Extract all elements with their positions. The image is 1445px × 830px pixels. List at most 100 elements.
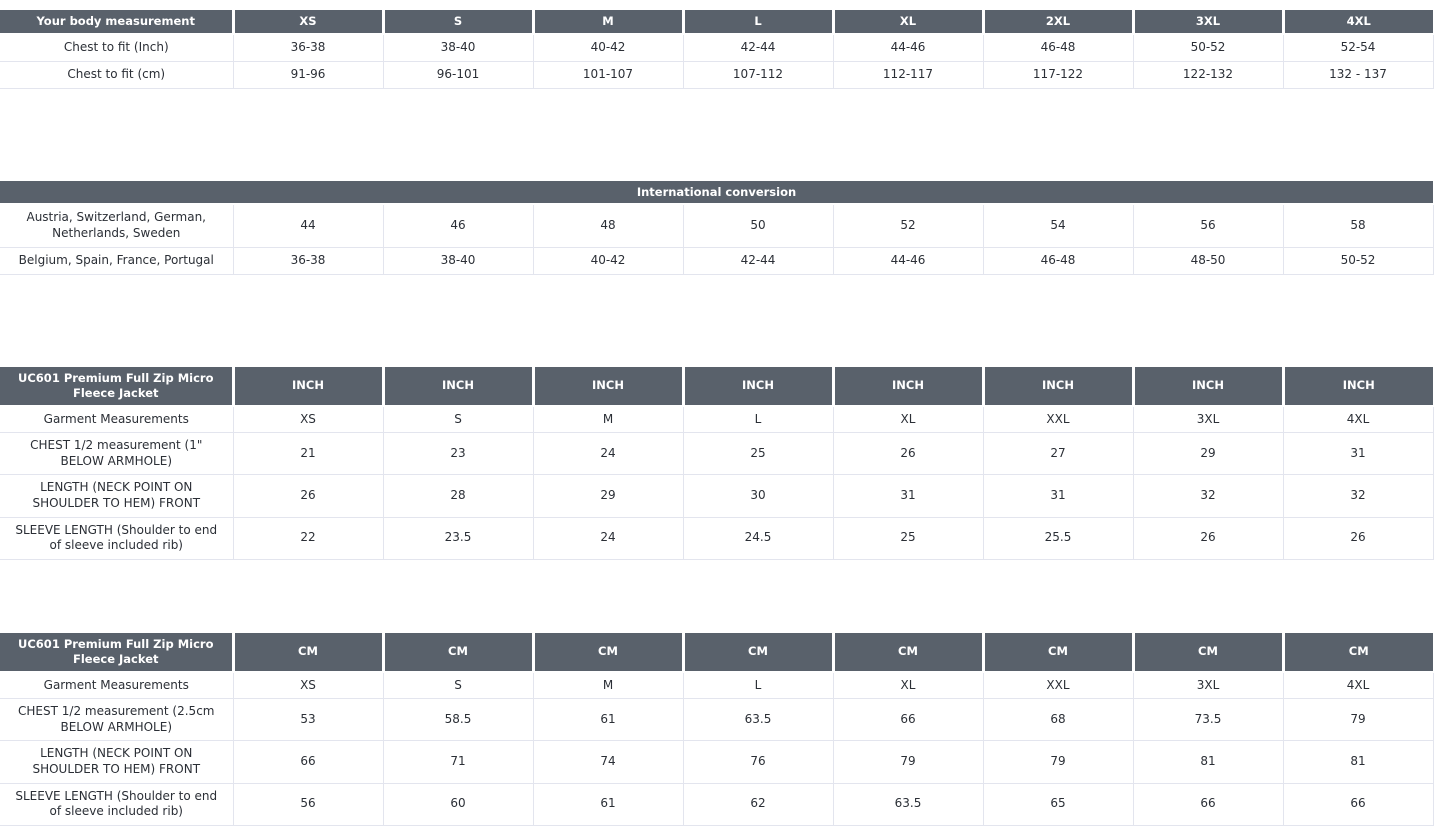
data-cell: 32 — [1282, 474, 1434, 518]
data-cell: 3XL — [1132, 671, 1284, 700]
data-cell: 58 — [1282, 203, 1434, 248]
data-cell: 24 — [532, 432, 684, 476]
column-header: 3XL — [1131, 10, 1283, 35]
table-header-row: International conversion — [0, 180, 1434, 206]
data-cell: 112-117 — [832, 60, 984, 89]
data-cell: 56 — [232, 782, 384, 826]
data-cell: 63.5 — [682, 698, 834, 742]
table-row: Garment Measurements XS S M L XL XXL 3XL 4XL — [0, 671, 1434, 700]
data-cell: 63.5 — [832, 782, 984, 826]
table-header-row: UC601 Premium Full Zip Micro Fleece Jack… — [0, 632, 1433, 673]
data-cell: 44-46 — [832, 246, 984, 275]
row-label: CHEST 1/2 measurement (2.5cm BELOW ARMHO… — [0, 698, 234, 742]
data-cell: 36-38 — [232, 33, 384, 62]
data-cell: 38-40 — [382, 246, 534, 275]
data-cell: M — [532, 405, 684, 434]
column-header: XS — [231, 10, 383, 35]
column-header: L — [681, 10, 833, 35]
data-cell: 76 — [682, 740, 834, 784]
row-label: Austria, Switzerland, German, Netherland… — [0, 203, 234, 248]
row-label: Chest to fit (cm) — [0, 60, 234, 89]
data-cell: 66 — [232, 740, 384, 784]
data-cell: XS — [232, 405, 384, 434]
data-cell: L — [682, 671, 834, 700]
column-header: INCH — [381, 366, 533, 407]
row-label: CHEST 1/2 measurement (1" BELOW ARMHOLE) — [0, 432, 234, 476]
data-cell: 52-54 — [1282, 33, 1434, 62]
column-header: CM — [531, 632, 683, 673]
data-cell: 46-48 — [982, 246, 1134, 275]
table-row: Chest to fit (Inch) 36-38 38-40 40-42 42-44 4… — [0, 33, 1434, 62]
row-label: LENGTH (NECK POINT ON SHOULDER TO HEM) F… — [0, 474, 234, 518]
data-cell: 25 — [832, 516, 984, 560]
table-title: Your body measurement — [0, 10, 233, 35]
data-cell: 21 — [232, 432, 384, 476]
data-cell: 42-44 — [682, 33, 834, 62]
data-cell: 58.5 — [382, 698, 534, 742]
data-cell: 66 — [832, 698, 984, 742]
data-cell: 61 — [532, 698, 684, 742]
table-row: Austria, Switzerland, German, Netherland… — [0, 203, 1434, 248]
data-cell: 3XL — [1132, 405, 1284, 434]
data-cell: XXL — [982, 671, 1134, 700]
row-label: Chest to fit (Inch) — [0, 33, 234, 62]
column-header: CM — [831, 632, 983, 673]
data-cell: 79 — [1282, 698, 1434, 742]
table-title: International conversion — [0, 180, 1434, 206]
data-cell: 42-44 — [682, 246, 834, 275]
data-cell: 60 — [382, 782, 534, 826]
table-row: Garment Measurements XS S M L XL XXL 3XL 4XL — [0, 405, 1434, 434]
row-label: SLEEVE LENGTH (Shoulder to end of sleeve… — [0, 516, 234, 560]
data-cell: 122-132 — [1132, 60, 1284, 89]
data-cell: 36-38 — [232, 246, 384, 275]
data-cell: XL — [832, 671, 984, 700]
row-label: SLEEVE LENGTH (Shoulder to end of sleeve… — [0, 782, 234, 826]
data-cell: 31 — [832, 474, 984, 518]
data-cell: 26 — [832, 432, 984, 476]
garment-measurements-cm-table: UC601 Premium Full Zip Micro Fleece Jack… — [0, 632, 1434, 826]
table-header-row: Your body measurement XS S M L XL 2XL 3XL 4XL — [0, 10, 1433, 35]
data-cell: 52 — [832, 203, 984, 248]
table-header-row: UC601 Premium Full Zip Micro Fleece Jack… — [0, 366, 1433, 407]
data-cell: 31 — [982, 474, 1134, 518]
column-header: CM — [981, 632, 1133, 673]
column-header: INCH — [981, 366, 1133, 407]
data-cell: 81 — [1132, 740, 1284, 784]
table-row: CHEST 1/2 measurement (1" BELOW ARMHOLE)… — [0, 432, 1434, 476]
data-cell: 50-52 — [1282, 246, 1434, 275]
data-cell: 54 — [982, 203, 1134, 248]
data-cell: 26 — [1132, 516, 1284, 560]
data-cell: 25.5 — [982, 516, 1134, 560]
body-measurement-table: Your body measurement XS S M L XL 2XL 3XL 4XL Che… — [0, 10, 1434, 89]
data-cell: 22 — [232, 516, 384, 560]
column-header: INCH — [681, 366, 833, 407]
data-cell: 56 — [1132, 203, 1284, 248]
data-cell: 117-122 — [982, 60, 1134, 89]
data-cell: 27 — [982, 432, 1134, 476]
table-row: Belgium, Spain, France, Portugal 36-38 38-… — [0, 246, 1434, 275]
data-cell: 44-46 — [832, 33, 984, 62]
row-label: Garment Measurements — [0, 405, 234, 434]
data-cell: XL — [832, 405, 984, 434]
data-cell: 23.5 — [382, 516, 534, 560]
data-cell: M — [532, 671, 684, 700]
table-title: UC601 Premium Full Zip Micro Fleece Jack… — [0, 632, 233, 673]
data-cell: 66 — [1282, 782, 1434, 826]
data-cell: 71 — [382, 740, 534, 784]
data-cell: 79 — [832, 740, 984, 784]
column-header: CM — [681, 632, 833, 673]
data-cell: 44 — [232, 203, 384, 248]
data-cell: 24.5 — [682, 516, 834, 560]
column-header: INCH — [231, 366, 383, 407]
data-cell: 107-112 — [682, 60, 834, 89]
data-cell: 53 — [232, 698, 384, 742]
row-label: Garment Measurements — [0, 671, 234, 700]
data-cell: 48 — [532, 203, 684, 248]
data-cell: 25 — [682, 432, 834, 476]
column-header: 4XL — [1281, 10, 1433, 35]
data-cell: 23 — [382, 432, 534, 476]
column-header: CM — [1281, 632, 1433, 673]
table-row: SLEEVE LENGTH (Shoulder to end of sleeve… — [0, 782, 1434, 826]
data-cell: 132 - 137 — [1282, 60, 1434, 89]
garment-measurements-inch-table: UC601 Premium Full Zip Micro Fleece Jack… — [0, 366, 1434, 560]
